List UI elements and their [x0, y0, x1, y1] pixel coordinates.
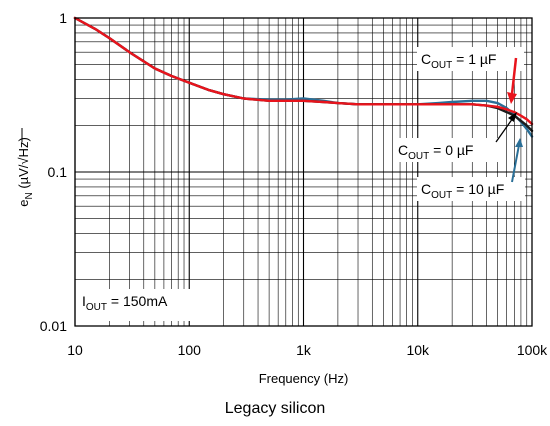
- y-tick-label: 0.1: [48, 164, 68, 180]
- annotation-0uf: COUT = 0 µF: [398, 142, 473, 162]
- annotation-box-10uf: [417, 177, 525, 201]
- x-tick-label: 1k: [296, 342, 312, 358]
- x-tick-label: 100k: [517, 342, 548, 358]
- x-tick-label: 100: [178, 342, 202, 358]
- annotation-box-1uf: [417, 47, 524, 71]
- y-tick-labels: 1 0.1 0.01: [40, 10, 67, 334]
- series-line-1uf: [73, 16, 534, 126]
- x-tick-label: 10: [67, 342, 83, 358]
- y-tick-label: 0.01: [40, 318, 67, 334]
- annotation-1uf: COUT = 1 µF: [421, 51, 496, 71]
- y-axis-label: eN (µV/√Hz): [16, 137, 35, 207]
- figure-caption: Legacy silicon: [224, 400, 326, 417]
- y-tick-label: 1: [59, 10, 67, 26]
- x-tick-label: 10k: [406, 342, 430, 358]
- noise-chart: 10 100 1k 10k 100k 1 0.1 0.01 Frequency (Hz) e…: [16, 10, 548, 386]
- annotation-box-0uf: [394, 138, 502, 162]
- arrow-10uf: [511, 138, 523, 183]
- condition-label: IOUT = 150mA: [82, 293, 168, 313]
- x-tick-labels: 10 100 1k 10k 100k: [67, 342, 548, 358]
- plot-frame: [74, 17, 533, 327]
- condition-box: [78, 289, 190, 321]
- annotation-10uf: COUT = 10 µF: [421, 181, 504, 201]
- arrow-1uf: [507, 57, 518, 104]
- x-axis-label: Frequency (Hz): [259, 371, 349, 386]
- arrow-0uf: [495, 112, 517, 143]
- series-layer: [73, 16, 534, 138]
